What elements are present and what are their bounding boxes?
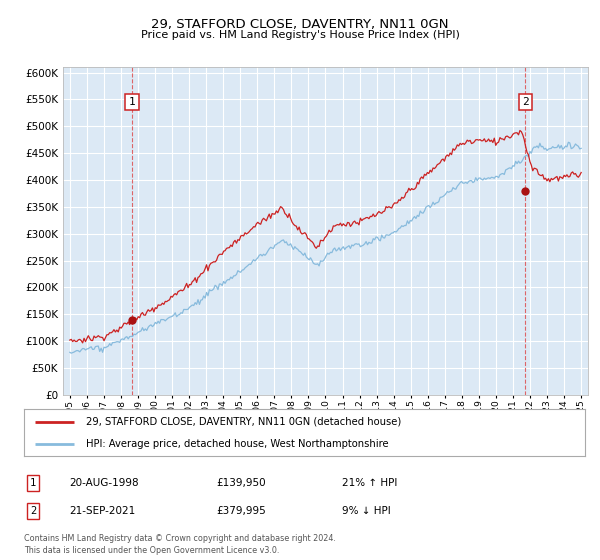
Text: £379,995: £379,995: [216, 506, 266, 516]
Text: 21-SEP-2021: 21-SEP-2021: [69, 506, 135, 516]
Text: 20-AUG-1998: 20-AUG-1998: [69, 478, 139, 488]
Text: 29, STAFFORD CLOSE, DAVENTRY, NN11 0GN: 29, STAFFORD CLOSE, DAVENTRY, NN11 0GN: [151, 18, 449, 31]
Text: 1: 1: [30, 478, 36, 488]
Text: 29, STAFFORD CLOSE, DAVENTRY, NN11 0GN (detached house): 29, STAFFORD CLOSE, DAVENTRY, NN11 0GN (…: [86, 417, 401, 427]
Text: 2: 2: [30, 506, 36, 516]
Text: HPI: Average price, detached house, West Northamptonshire: HPI: Average price, detached house, West…: [86, 438, 388, 449]
Text: Contains HM Land Registry data © Crown copyright and database right 2024.
This d: Contains HM Land Registry data © Crown c…: [24, 534, 336, 555]
Text: 9% ↓ HPI: 9% ↓ HPI: [342, 506, 391, 516]
Text: 1: 1: [128, 97, 135, 107]
Text: 21% ↑ HPI: 21% ↑ HPI: [342, 478, 397, 488]
Text: 2: 2: [522, 97, 529, 107]
Text: Price paid vs. HM Land Registry's House Price Index (HPI): Price paid vs. HM Land Registry's House …: [140, 30, 460, 40]
Text: £139,950: £139,950: [216, 478, 266, 488]
